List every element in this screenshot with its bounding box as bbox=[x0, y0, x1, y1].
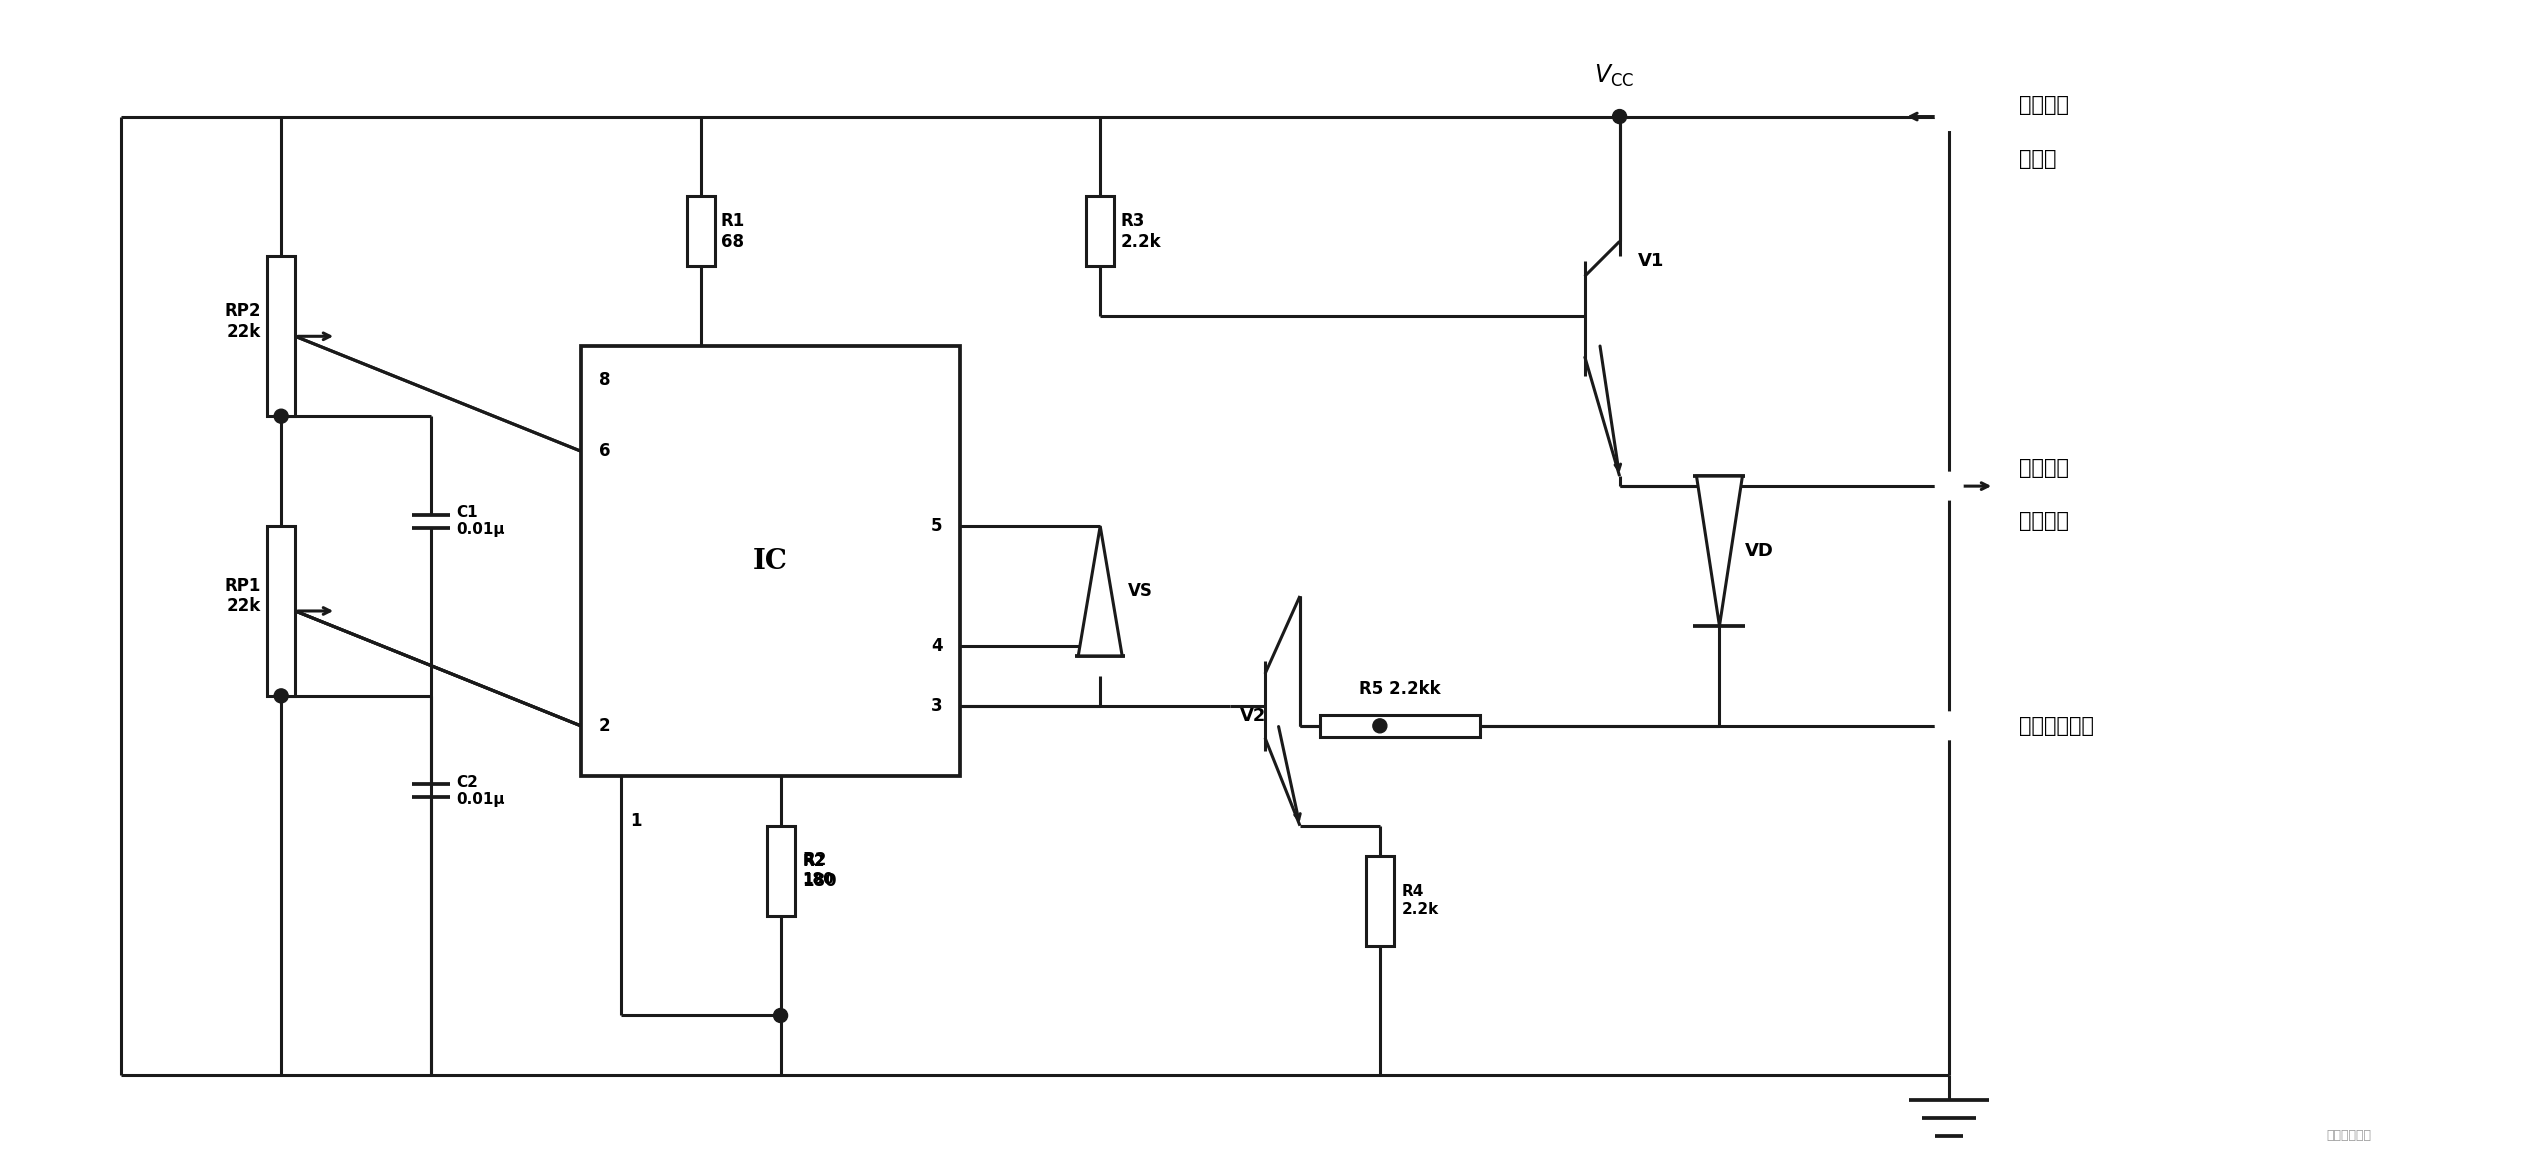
Circle shape bbox=[274, 689, 287, 703]
Text: R4
2.2k: R4 2.2k bbox=[1402, 884, 1440, 917]
Polygon shape bbox=[1079, 526, 1122, 656]
Text: VD: VD bbox=[1744, 542, 1772, 560]
Bar bbox=[267, 256, 295, 416]
Bar bbox=[767, 826, 795, 916]
Text: C2
0.01μ: C2 0.01μ bbox=[457, 775, 505, 807]
Text: 输出端: 输出端 bbox=[2019, 148, 2057, 168]
Text: 维库电子市场: 维库电子市场 bbox=[2326, 1129, 2371, 1142]
Text: R5 2.2kk: R5 2.2kk bbox=[1358, 680, 1440, 697]
Circle shape bbox=[274, 409, 287, 423]
Text: RP2
22k: RP2 22k bbox=[223, 302, 262, 341]
Text: R3
2.2k: R3 2.2k bbox=[1120, 212, 1160, 250]
Text: 至发动机: 至发动机 bbox=[2019, 459, 2069, 479]
Text: 8: 8 bbox=[599, 372, 609, 389]
Circle shape bbox=[1937, 713, 1963, 739]
Circle shape bbox=[1374, 719, 1386, 733]
Circle shape bbox=[774, 1009, 787, 1022]
Text: 5: 5 bbox=[932, 517, 942, 535]
Circle shape bbox=[1937, 103, 1963, 129]
Polygon shape bbox=[1696, 476, 1742, 626]
Bar bbox=[267, 526, 295, 696]
Text: R1
68: R1 68 bbox=[721, 212, 744, 250]
Text: 2: 2 bbox=[599, 717, 609, 735]
Text: 1: 1 bbox=[630, 811, 642, 830]
Text: R2
180: R2 180 bbox=[802, 855, 835, 887]
Text: C1
0.01μ: C1 0.01μ bbox=[457, 505, 505, 537]
Text: 3: 3 bbox=[932, 697, 942, 715]
Text: VS: VS bbox=[1127, 582, 1153, 600]
Circle shape bbox=[1937, 473, 1963, 499]
Bar bbox=[1320, 715, 1480, 737]
Bar bbox=[686, 196, 713, 267]
Text: 接发电机: 接发电机 bbox=[2019, 94, 2069, 114]
Text: 6: 6 bbox=[599, 442, 609, 460]
Text: V2: V2 bbox=[1239, 707, 1267, 724]
Text: R2
180: R2 180 bbox=[802, 851, 838, 890]
Text: V1: V1 bbox=[1638, 253, 1663, 270]
Text: 接起动继电器: 接起动继电器 bbox=[2019, 716, 2095, 736]
Text: RP1
22k: RP1 22k bbox=[226, 576, 262, 615]
Text: IC: IC bbox=[754, 548, 787, 575]
Bar bbox=[1087, 196, 1115, 267]
Text: 4: 4 bbox=[932, 637, 942, 655]
Bar bbox=[581, 346, 960, 776]
Text: $\mathit{V}_{\mathrm{CC}}$: $\mathit{V}_{\mathrm{CC}}$ bbox=[1594, 62, 1635, 88]
Text: 激磁绕组: 激磁绕组 bbox=[2019, 512, 2069, 532]
Circle shape bbox=[1612, 109, 1627, 123]
Bar bbox=[1366, 856, 1394, 946]
